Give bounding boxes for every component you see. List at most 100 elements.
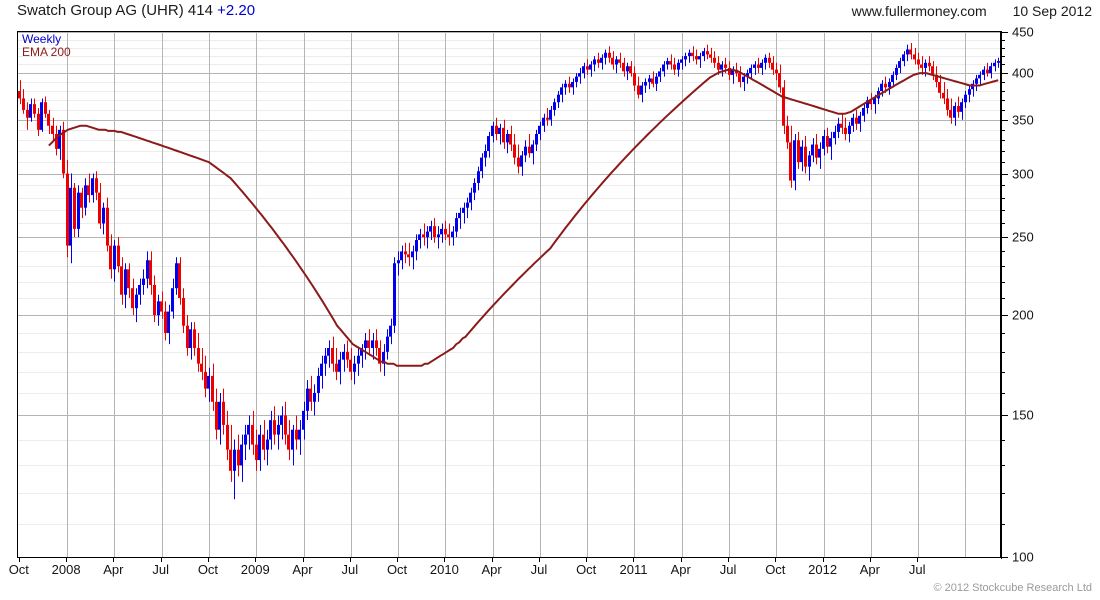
y-tick-mark-minor <box>1001 223 1005 225</box>
x-tick-mark <box>397 558 399 562</box>
y-tick-mark <box>1001 119 1008 121</box>
legend-item-ema200: EMA 200 <box>22 45 71 59</box>
x-tick-mark <box>680 558 682 562</box>
y-tick-mark-minor <box>1001 151 1005 152</box>
y-tick-mark <box>1001 173 1008 175</box>
y-axis: 100 150 200 250 300 350 400 450 <box>1001 25 1100 565</box>
x-tick-mark <box>302 558 304 562</box>
y-tick-mark-minor <box>1001 185 1005 187</box>
price-change: +2.20 <box>217 2 256 19</box>
y-tick-mark-minor <box>1001 140 1005 142</box>
x-tick-label: 2008 <box>51 562 81 577</box>
x-tick-mark <box>113 558 115 562</box>
y-tick-mark-minor <box>1001 64 1005 66</box>
chart-series-layer <box>18 43 1000 500</box>
header-right: www.fullermoney.com 10 Sep 2012 <box>852 3 1092 19</box>
x-tick-mark <box>491 558 493 562</box>
y-tick-mark-minor <box>1001 493 1005 495</box>
y-tick-label: 450 <box>1012 24 1034 40</box>
x-tick-mark <box>586 558 588 562</box>
y-tick-label: 100 <box>1012 549 1034 565</box>
x-tick-label: 2010 <box>429 562 459 577</box>
plot-frame: Weekly EMA 200 <box>17 31 1001 558</box>
y-tick-mark-minor <box>1001 100 1005 102</box>
y-tick-mark <box>1001 73 1008 75</box>
chart-legend: Weekly EMA 200 <box>22 33 71 59</box>
chart-date: 10 Sep 2012 <box>1012 3 1092 19</box>
y-tick-label: 200 <box>1012 307 1034 323</box>
x-tick-label: Jul <box>719 562 737 577</box>
x-tick-mark <box>728 558 730 562</box>
x-tick-mark <box>917 558 919 562</box>
y-tick-mark <box>1001 237 1008 239</box>
y-tick-label: 350 <box>1012 112 1034 128</box>
y-tick-mark <box>1001 315 1008 317</box>
y-tick-mark-minor <box>1001 109 1005 111</box>
y-tick-mark-minor <box>1001 91 1005 93</box>
y-tick-mark-minor <box>1001 39 1005 41</box>
x-tick-label: Jul <box>152 562 169 577</box>
y-tick-mark-minor <box>1001 392 1005 394</box>
y-tick-mark-minor <box>1001 266 1005 268</box>
x-tick-label: Oct <box>386 562 408 577</box>
x-tick-label: Apr <box>292 562 313 577</box>
y-tick-mark-minor <box>1001 281 1005 283</box>
x-tick-mark <box>349 558 351 562</box>
x-tick-mark <box>775 558 777 562</box>
instrument-title: Swatch Group AG (UHR) 414 +2.20 <box>17 2 255 19</box>
chart-gridlines <box>18 32 1000 557</box>
x-tick-label: Oct <box>8 562 29 577</box>
y-axis-spine <box>1001 31 1002 559</box>
y-tick-label: 150 <box>1012 407 1034 423</box>
y-tick-mark-minor <box>1001 465 1005 467</box>
copyright-notice: © 2012 Stockcube Research Ltd <box>933 582 1092 594</box>
x-tick-label: Apr <box>670 562 691 577</box>
x-tick-label: Oct <box>765 562 786 577</box>
x-tick-label: Jul <box>530 562 548 577</box>
x-tick-mark <box>207 558 209 562</box>
y-tick-mark-minor <box>1001 162 1005 164</box>
x-tick-mark <box>255 558 257 562</box>
y-tick-mark-minor <box>1001 523 1005 525</box>
y-tick-mark <box>1001 32 1008 33</box>
y-tick-mark-minor <box>1001 439 1005 441</box>
x-tick-label: Jul <box>341 562 359 577</box>
x-tick-label: Oct <box>576 562 597 577</box>
y-tick-label: 400 <box>1012 65 1034 81</box>
x-axis: Oct 2008 Apr Jul Oct 2009 Apr Jul Oct 2010 Apr Jul O… <box>9 558 1001 586</box>
y-tick-mark <box>1001 415 1008 417</box>
y-tick-mark-minor <box>1001 197 1005 199</box>
x-tick-mark <box>538 558 540 562</box>
x-tick-mark <box>822 558 824 562</box>
x-tick-mark <box>869 558 871 562</box>
y-tick-mark-minor <box>1001 47 1005 49</box>
x-tick-mark <box>633 558 635 562</box>
x-tick-label: 2012 <box>808 562 838 577</box>
x-tick-mark <box>444 558 446 562</box>
y-tick-label: 300 <box>1012 166 1034 182</box>
x-tick-label: Oct <box>197 562 219 577</box>
y-tick-mark-minor <box>1001 81 1005 83</box>
y-tick-mark-minor <box>1001 298 1005 300</box>
y-tick-mark-minor <box>1001 332 1005 334</box>
x-tick-label: Apr <box>103 562 124 577</box>
y-tick-mark-minor <box>1001 210 1005 212</box>
x-tick-mark <box>66 558 68 562</box>
x-tick-label: Jul <box>908 562 926 577</box>
y-tick-mark-minor <box>1001 371 1005 373</box>
y-tick-mark-minor <box>1001 251 1005 253</box>
y-tick-mark <box>1001 557 1008 558</box>
y-tick-mark-minor <box>1001 351 1005 353</box>
x-tick-label: 2011 <box>619 562 648 577</box>
x-tick-label: 2009 <box>240 562 270 577</box>
y-tick-mark-minor <box>1001 129 1005 131</box>
y-tick-label: 250 <box>1012 229 1034 245</box>
source-website: www.fullermoney.com <box>851 3 987 19</box>
x-tick-mark <box>160 558 162 562</box>
y-tick-mark-minor <box>1001 56 1005 58</box>
legend-item-weekly: Weekly <box>22 32 62 46</box>
x-tick-mark <box>18 558 20 562</box>
x-tick-label: Apr <box>481 562 502 577</box>
x-tick-label: Apr <box>859 562 880 577</box>
instrument-name: Swatch Group AG (UHR) 414 <box>17 2 213 19</box>
